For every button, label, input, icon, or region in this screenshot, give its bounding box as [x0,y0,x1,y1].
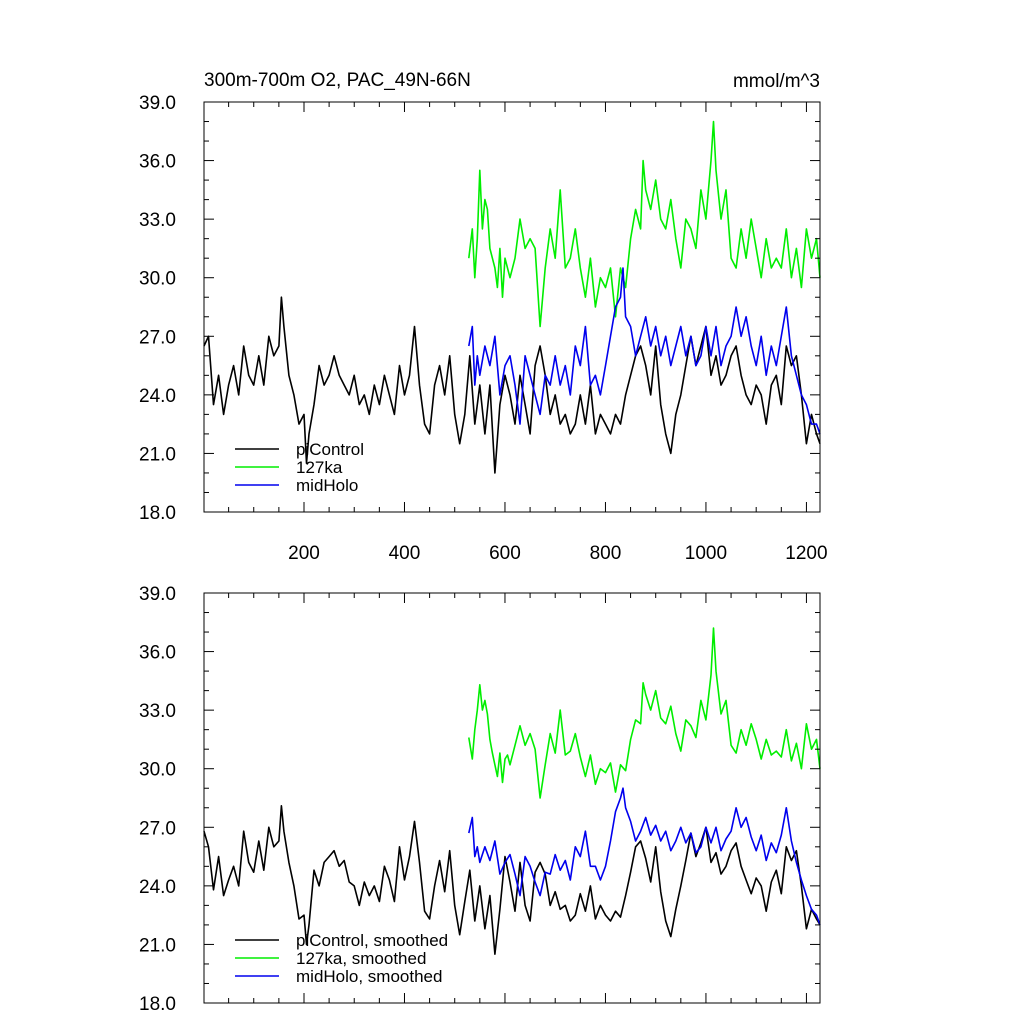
y-tick-label: 30.0 [139,760,176,781]
x-tick-label: 200 [288,543,320,564]
y-tick-label: 36.0 [139,643,176,664]
y-tick-label: 27.0 [139,327,176,348]
legend-label: midHolo [296,476,358,495]
series-layer [203,120,821,474]
y-tick-label: 39.0 [139,93,176,114]
y-tick-label: 24.0 [139,386,176,407]
y-tick-label: 39.0 [139,584,176,605]
bottom-panel: 18.0 21.0 24.0 27.0 30.0 33.0 36.0 39.0 piContr… [139,584,821,1015]
x-tick-label: 1000 [685,543,727,564]
axis-layer: 18.0 21.0 24.0 27.0 30.0 33.0 36.0 39.0 200 400 60… [139,93,828,564]
x-tick-label: 800 [590,543,622,564]
series-line [468,787,821,926]
top-panel: 300m-700m O2, PAC_49N-66N mmol/m^3 18.0 2… [139,70,828,564]
y-tick-label: 21.0 [139,935,176,956]
legend-label: 127ka [296,458,343,477]
series-line [468,627,821,799]
series-line [468,120,821,328]
y-tick-label: 27.0 [139,818,176,839]
series-layer [203,627,821,956]
legend-label: midHolo, smoothed [296,967,442,986]
plot-frame [203,592,821,1004]
y-tick-label: 18.0 [139,994,176,1015]
legend-label: piControl [296,440,364,459]
x-tick-label: 600 [489,543,521,564]
panel-title-right: mmol/m^3 [733,71,820,92]
x-tick-label: 1200 [785,543,827,564]
y-tick-label: 24.0 [139,877,176,898]
legend-label: 127ka, smoothed [296,949,426,968]
plot-frame [203,101,821,513]
y-tick-label: 18.0 [139,503,176,524]
series-line [468,267,821,435]
y-tick-label: 21.0 [139,444,176,465]
y-tick-label: 36.0 [139,152,176,173]
y-tick-label: 33.0 [139,210,176,231]
axis-layer: 18.0 21.0 24.0 27.0 30.0 33.0 36.0 39.0 [139,584,820,1015]
legend-label: piControl, smoothed [296,931,448,950]
x-tick-label: 400 [389,543,421,564]
series-line [203,296,821,474]
panel-title-left: 300m-700m O2, PAC_49N-66N [204,70,471,91]
y-tick-label: 30.0 [139,269,176,290]
series-line [203,804,821,956]
y-tick-label: 33.0 [139,701,176,722]
